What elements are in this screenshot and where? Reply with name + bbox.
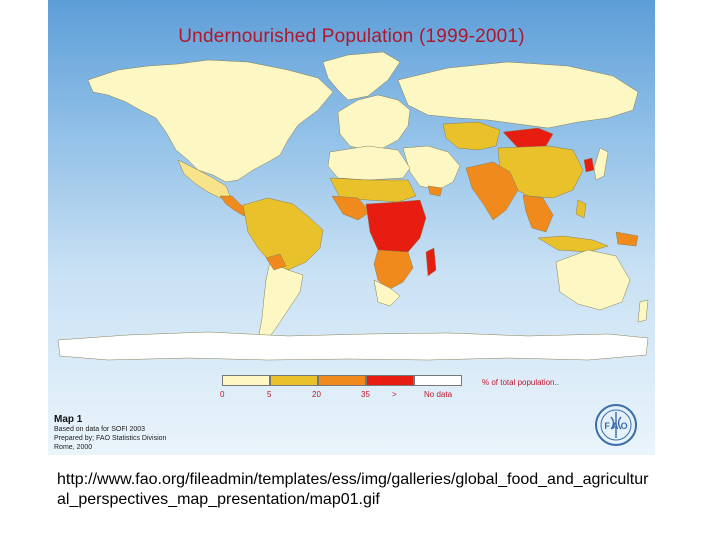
philippines-region — [575, 199, 587, 219]
yemen-region — [427, 185, 443, 197]
west-africa-region — [331, 195, 371, 221]
map-number: Map 1 — [54, 414, 83, 425]
world-map — [57, 51, 649, 361]
legend-swatch-1 — [222, 375, 270, 386]
india-region — [465, 161, 519, 221]
madagascar-region — [425, 247, 437, 277]
japan-region — [593, 147, 609, 181]
central-east-africa-region — [365, 199, 427, 259]
legend-swatch-4 — [366, 375, 414, 386]
legend-tick: 0 — [220, 390, 225, 399]
indonesia-region — [537, 235, 609, 253]
legend-tick: 5 — [267, 390, 272, 399]
legend-swatch-5 — [414, 375, 462, 386]
legend-tick: 20 — [312, 390, 321, 399]
north-america-region — [87, 59, 334, 183]
legend-tick: > — [392, 390, 397, 399]
mongolia-region — [502, 127, 554, 149]
greenland-region — [322, 51, 401, 101]
antarctica-region — [57, 331, 649, 361]
europe-region — [337, 94, 411, 151]
australia-region — [555, 249, 631, 311]
legend-tick: No data — [424, 390, 453, 399]
fao-emblem-icon: F A O — [595, 404, 637, 446]
north-africa-region — [327, 145, 411, 181]
legend-caption: % of total population.. — [482, 378, 559, 387]
russia-region — [397, 61, 639, 129]
map-figure: Undernourished Population (1999-2001) 0 … — [48, 0, 655, 455]
credit-line: Based on data for SOFI 2003 — [54, 426, 146, 433]
south-america-south-region — [257, 261, 304, 343]
new-zealand-region — [637, 299, 649, 323]
map-title: Undernourished Population (1999-2001) — [178, 26, 525, 47]
south-america-north-region — [242, 197, 324, 271]
papua-region — [615, 231, 639, 247]
bolivia-region — [265, 253, 287, 271]
legend-swatch-2 — [270, 375, 318, 386]
middle-east-region — [402, 145, 461, 191]
central-asia-region — [442, 121, 501, 151]
legend-tick: 35 — [361, 390, 370, 399]
south-africa-region — [373, 279, 401, 307]
legend-swatch-3 — [318, 375, 366, 386]
southern-africa-region — [373, 249, 414, 291]
credit-line: Rome, 2000 — [54, 444, 93, 451]
credit-line: Prepared by; FAO Statistics Division — [54, 435, 167, 442]
source-url-caption: http://www.fao.org/fileadmin/templates/e… — [57, 471, 649, 508]
svg-text:F A O: F A O — [604, 421, 627, 431]
korea-region — [583, 157, 595, 173]
southeast-asia-region — [522, 194, 554, 233]
